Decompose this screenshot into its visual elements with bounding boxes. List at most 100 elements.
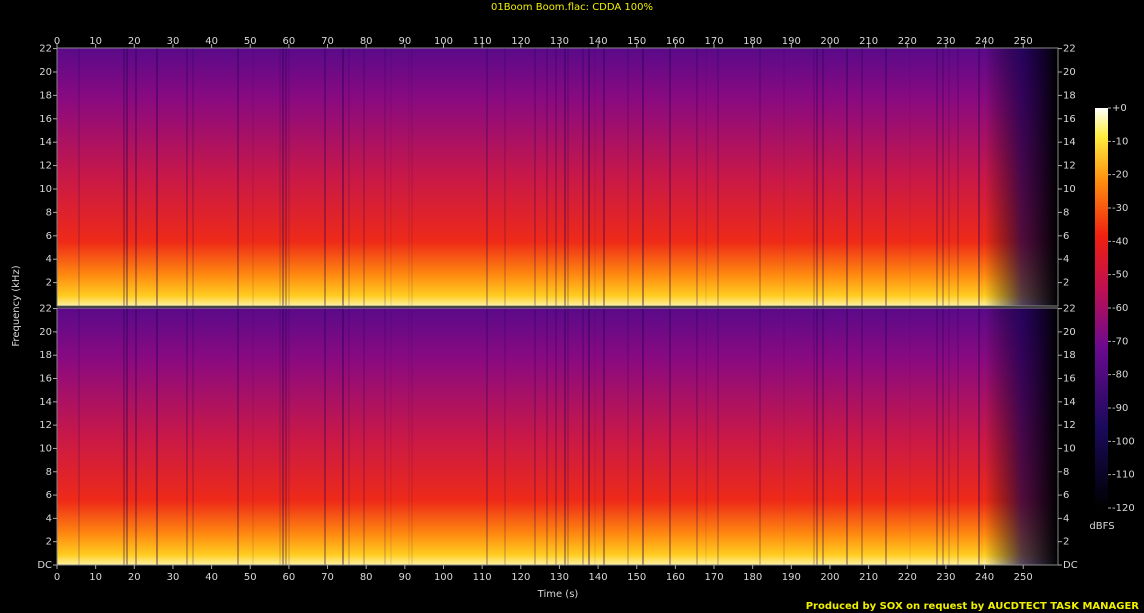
x-tick-label: 10: [89, 36, 102, 47]
texture: [555, 48, 557, 306]
colorbar-tick-label: -90: [1112, 403, 1128, 414]
texture: [534, 48, 536, 306]
texture: [384, 308, 386, 565]
texture: [282, 308, 284, 565]
x-tick-label: 60: [283, 36, 296, 47]
y-tick-label: 18: [1063, 90, 1076, 101]
colorbar-tick-label: -30: [1112, 203, 1128, 214]
x-tick-label: 210: [859, 36, 878, 47]
y-tick-label: 10: [39, 184, 52, 195]
x-tick-label: 230: [936, 36, 955, 47]
texture: [669, 308, 671, 565]
texture: [594, 308, 596, 565]
x-tick-label: 80: [360, 572, 373, 583]
texture: [948, 308, 950, 565]
x-tick-label: 180: [743, 36, 762, 47]
x-tick-label: 100: [434, 36, 453, 47]
colorbar-label: dBFS: [1089, 521, 1114, 532]
texture: [567, 48, 569, 306]
texture: [936, 48, 938, 306]
texture: [192, 308, 194, 565]
texture: [363, 308, 365, 565]
texture: [564, 48, 566, 306]
x-tick-label: 60: [283, 572, 296, 583]
texture: [285, 308, 287, 565]
texture: [759, 48, 761, 306]
texture: [408, 48, 410, 306]
colorbar-tick-label: -110: [1112, 470, 1135, 481]
x-tick-label: 110: [473, 36, 492, 47]
texture: [546, 48, 548, 306]
y-tick-label: 20: [39, 327, 52, 338]
fade: [984, 308, 1058, 565]
y-tick-label: 2: [1063, 278, 1069, 289]
texture: [126, 308, 128, 565]
y-tick-label: 6: [1063, 490, 1069, 501]
texture: [717, 48, 719, 306]
texture: [384, 48, 386, 306]
texture: [324, 308, 326, 565]
y-tick-label: 2: [46, 537, 52, 548]
y-tick-label: 2: [1063, 537, 1069, 548]
y-tick-label: 4: [1063, 254, 1069, 265]
x-tick-label: 90: [398, 572, 411, 583]
x-tick-label: 40: [205, 36, 218, 47]
x-tick-label: 180: [743, 572, 762, 583]
x-tick-label: 200: [820, 36, 839, 47]
texture: [669, 48, 671, 306]
fade: [984, 48, 1058, 306]
texture: [957, 48, 959, 306]
spectrogram: [57, 308, 1058, 565]
y-tick-label: 18: [39, 90, 52, 101]
colorbar-tick-label: -70: [1112, 336, 1128, 347]
colorbar-tick-label: -80: [1112, 370, 1128, 381]
colorbar-tick-label: -120: [1112, 503, 1135, 514]
y-tick-label: 22: [1063, 44, 1076, 55]
x-tick-label: 30: [167, 572, 180, 583]
x-tick-label: 10: [89, 572, 102, 583]
x-tick-label: 220: [898, 572, 917, 583]
y-tick-label: 6: [46, 231, 52, 242]
colorbar-tick-label: -20: [1112, 170, 1128, 181]
x-tick-label: 30: [167, 36, 180, 47]
y-tick-label: 8: [46, 207, 52, 218]
texture: [822, 48, 824, 306]
colorbar-tick-label: +0: [1112, 103, 1127, 114]
y-axis-label: Frequency (kHz): [11, 265, 22, 346]
y-tick-label: 16: [39, 374, 52, 385]
y-tick-label: 4: [46, 513, 52, 524]
texture: [705, 308, 707, 565]
x-tick-label: 240: [975, 572, 994, 583]
texture: [135, 48, 137, 306]
y-tick-label: 8: [1063, 207, 1069, 218]
x-tick-label: 240: [975, 36, 994, 47]
texture: [696, 48, 698, 306]
texture: [408, 308, 410, 565]
texture: [816, 308, 818, 565]
texture: [822, 308, 824, 565]
y-tick-label: 6: [1063, 231, 1069, 242]
x-tick-label: 150: [627, 36, 646, 47]
colorbar-tick-label: -40: [1112, 236, 1128, 247]
y-tick-label: 16: [39, 114, 52, 125]
y-tick-label: 14: [39, 397, 52, 408]
chart-title: 01Boom Boom.flac: CDDA 100%: [491, 2, 653, 13]
texture: [123, 308, 125, 565]
texture: [546, 308, 548, 565]
texture: [288, 308, 290, 565]
texture: [252, 48, 254, 306]
x-tick-label: 40: [205, 572, 218, 583]
texture: [288, 48, 290, 306]
x-tick-label: 140: [589, 36, 608, 47]
texture: [390, 48, 392, 306]
texture: [156, 48, 158, 306]
x-tick-label: 250: [1014, 36, 1033, 47]
x-tick-label: 120: [511, 572, 530, 583]
texture: [135, 308, 137, 565]
texture: [909, 308, 911, 565]
texture: [504, 48, 506, 306]
texture: [252, 308, 254, 565]
x-tick-label: 150: [627, 572, 646, 583]
texture: [705, 48, 707, 306]
texture: [156, 308, 158, 565]
